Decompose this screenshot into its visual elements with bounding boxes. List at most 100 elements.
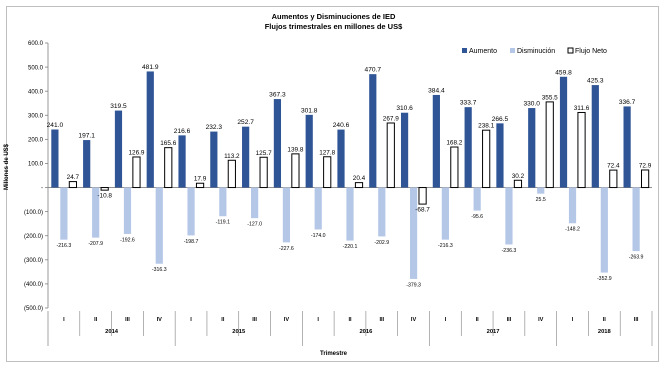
data-label-flujo-neto: 267.9 xyxy=(383,116,399,123)
legend-swatch-flujo-neto xyxy=(567,47,574,54)
data-label-disminucion: -174.0 xyxy=(311,233,326,239)
bar-flujo-neto xyxy=(482,129,491,189)
data-label-disminucion: -148.2 xyxy=(565,227,580,233)
bar-flujo-neto xyxy=(323,156,332,189)
y-tick-label: 100.0 xyxy=(28,162,44,168)
data-label-flujo-neto: 126.9 xyxy=(128,149,144,156)
data-label-aumento: 384.4 xyxy=(428,87,445,94)
bar-flujo-neto xyxy=(545,101,554,189)
quarter-label: III xyxy=(507,317,512,323)
y-tick-label: 500.0 xyxy=(28,65,44,71)
y-tick-label: 300.0 xyxy=(28,113,44,119)
bar-disminucion xyxy=(632,187,640,252)
bar-aumento xyxy=(51,129,59,188)
bar-aumento xyxy=(432,94,440,188)
quarter-label: IV xyxy=(411,317,417,323)
data-label-flujo-neto: 72.4 xyxy=(607,163,620,170)
bar-aumento xyxy=(559,76,568,188)
bar-disminucion xyxy=(92,187,100,238)
bar-flujo-neto xyxy=(259,156,268,189)
quarter-label: II xyxy=(221,317,225,323)
bar-aumento xyxy=(496,123,504,188)
bar-aumento xyxy=(400,112,409,188)
quarter-label: II xyxy=(476,317,480,323)
bar-disminucion xyxy=(282,187,291,243)
bar-disminucion xyxy=(505,187,513,245)
data-label-flujo-neto: 113.2 xyxy=(224,153,240,160)
y-tick-label: 400.0 xyxy=(28,89,44,95)
data-label-flujo-neto: 20.4 xyxy=(353,175,366,182)
data-label-flujo-neto: -68.7 xyxy=(415,207,430,214)
bar-aumento xyxy=(305,114,313,188)
bar-disminucion xyxy=(251,187,259,219)
data-label-aumento: 367.3 xyxy=(269,92,286,99)
bar-aumento xyxy=(464,107,472,188)
data-label-flujo-neto: 125.7 xyxy=(256,150,272,157)
data-label-flujo-neto: 238.1 xyxy=(478,123,494,130)
chart-subtitle: Flujos trimestrales en millones de US$ xyxy=(264,22,403,31)
data-label-flujo-neto: -10.8 xyxy=(97,193,112,200)
data-label-aumento: 330.0 xyxy=(523,101,540,108)
year-label: 2016 xyxy=(359,329,373,335)
quarter-label: I xyxy=(190,317,192,323)
data-label-flujo-neto: 17.9 xyxy=(194,176,207,183)
legend-swatch-aumento xyxy=(462,48,467,53)
data-label-disminucion: -216.3 xyxy=(438,243,453,249)
data-label-disminucion: -227.6 xyxy=(279,246,294,252)
bar-aumento xyxy=(623,106,631,188)
data-label-disminucion: -379.3 xyxy=(406,282,421,288)
data-label-aumento: 470.7 xyxy=(365,67,382,74)
data-label-aumento: 336.7 xyxy=(619,99,636,106)
data-label-aumento: 333.7 xyxy=(460,100,477,107)
bar-aumento xyxy=(528,108,536,188)
bar-disminucion xyxy=(409,187,418,279)
y-tick-label: (400.0) xyxy=(24,282,43,288)
data-label-aumento: 425.3 xyxy=(587,78,604,85)
bar-flujo-neto xyxy=(513,179,523,189)
data-label-disminucion: 25.5 xyxy=(536,197,546,203)
data-label-flujo-neto: 24.7 xyxy=(67,174,80,181)
quarter-label: III xyxy=(634,317,639,323)
quarter-label: III xyxy=(379,317,384,323)
data-label-disminucion: -95.6 xyxy=(471,214,483,220)
bar-flujo-neto xyxy=(195,182,205,189)
data-label-disminucion: -352.9 xyxy=(597,276,612,282)
data-label-flujo-neto: 72.9 xyxy=(639,162,652,169)
bar-disminucion xyxy=(346,187,354,241)
legend-label-disminucion: Disminución xyxy=(517,48,555,55)
y-tick-label: 200.0 xyxy=(28,138,44,144)
data-label-disminucion: -192.6 xyxy=(120,237,135,243)
bar-flujo-neto xyxy=(386,122,395,189)
y-tick-label: (500.0) xyxy=(24,306,43,312)
bar-flujo-neto xyxy=(354,182,364,189)
bar-flujo-neto xyxy=(227,159,236,189)
bar-flujo-neto xyxy=(609,169,618,189)
data-label-disminucion: -198.7 xyxy=(184,239,199,245)
data-label-aumento: 310.6 xyxy=(396,105,413,112)
bar-flujo-neto xyxy=(68,181,77,189)
year-label: 2018 xyxy=(598,329,612,335)
bar-disminucion xyxy=(123,187,132,234)
quarter-label: I xyxy=(63,317,65,323)
data-label-aumento: 232.3 xyxy=(206,124,223,131)
x-axis-label: Trimestre xyxy=(319,351,347,357)
data-label-aumento: 241.0 xyxy=(47,122,64,129)
bar-disminucion xyxy=(473,187,481,211)
bar-disminucion xyxy=(155,187,163,264)
bar-disminucion xyxy=(441,187,449,240)
bar-flujo-neto xyxy=(164,147,173,189)
data-label-aumento: 197.1 xyxy=(78,133,95,140)
quarter-label: III xyxy=(125,317,130,323)
data-label-flujo-neto: 311.6 xyxy=(574,105,590,112)
bar-flujo-neto xyxy=(641,169,650,189)
data-label-disminucion: -216.3 xyxy=(57,243,72,249)
data-label-flujo-neto: 139.8 xyxy=(287,146,303,153)
data-label-disminucion: -119.1 xyxy=(216,220,230,226)
data-label-aumento: 481.9 xyxy=(142,64,159,71)
bar-aumento xyxy=(337,129,345,188)
data-label-disminucion: -127.0 xyxy=(247,222,262,228)
bar-disminucion xyxy=(314,187,322,230)
year-label: 2017 xyxy=(487,329,500,335)
bar-aumento xyxy=(369,74,377,188)
y-tick-label: - xyxy=(41,186,43,192)
